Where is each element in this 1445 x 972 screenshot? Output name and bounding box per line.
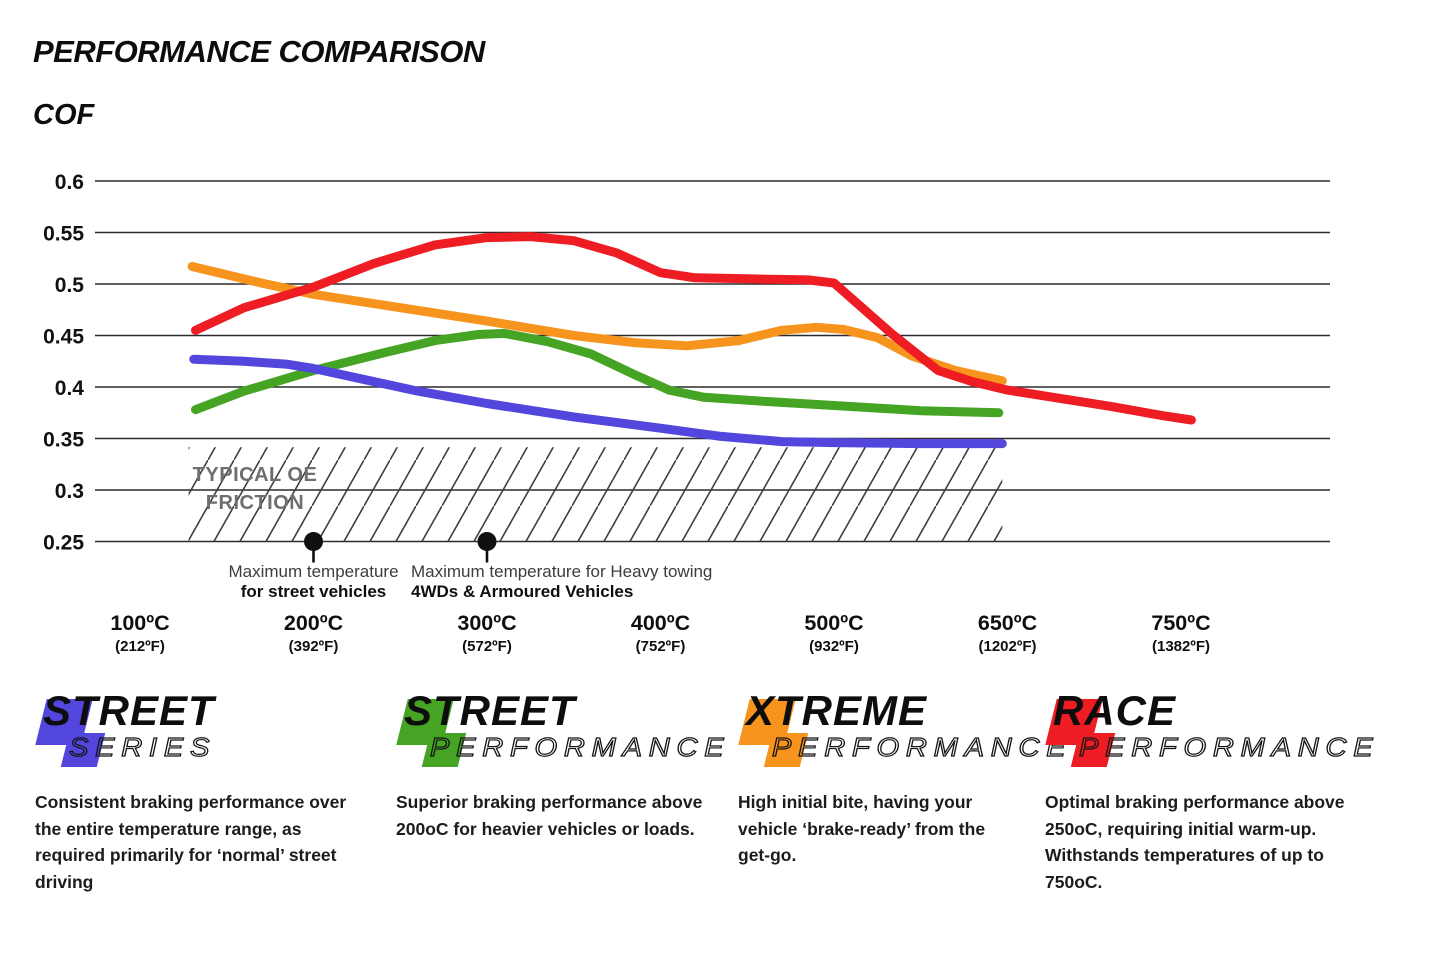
y-tick-label: 0.25 [43,532,84,555]
legend-street-performance: STREET PERFORMANCE Superior braking perf… [396,690,724,842]
x-tick-sublabel: (1382ºF) [1152,638,1210,655]
x-tick-label: 750ºC [1151,611,1210,635]
x-tick-sublabel: (392ºF) [289,638,339,655]
brand-word1: STREET [404,687,576,734]
brand-word2: PERFORMANCE [771,732,1073,762]
x-tick-label: 300ºC [457,611,516,635]
street-series-logo: STREET SERIES [35,690,365,773]
marker-caption: Maximum temperature for Heavy towing [411,562,712,581]
y-tick-label: 0.35 [43,429,84,452]
brand-word2: PERFORMANCE [429,732,731,762]
legend-race-performance: RACE PERFORMANCE Optimal braking perform… [1045,690,1373,895]
x-tick-label: 650ºC [978,611,1037,635]
x-tick-sublabel: (752ºF) [636,638,686,655]
x-tick-sublabel: (212ºF) [115,638,165,655]
temp-marker-icon [304,532,323,551]
oe-band-label: FRICTION [206,492,304,514]
y-tick-label: 0.45 [43,326,84,349]
x-tick-sublabel: (572ºF) [462,638,512,655]
x-tick-sublabel: (1202ºF) [978,638,1036,655]
marker-caption-bold: for street vehicles [241,582,387,601]
race-performance-logo: RACE PERFORMANCE [1045,690,1373,773]
oe-band-label: TYPICAL OE [193,464,318,486]
brand-word2: SERIES [68,732,217,762]
street-performance-logo: STREET PERFORMANCE [396,690,724,773]
legend-description: High initial bite, having your vehicle ‘… [738,792,986,866]
y-tick-label: 0.3 [55,480,84,503]
y-axis-title: COF [33,99,95,131]
y-tick-label: 0.55 [43,223,84,246]
page-title: PERFORMANCE COMPARISON [33,34,485,69]
y-tick-label: 0.6 [55,171,84,194]
brand-word1: XTREME [746,687,928,734]
brand-word1: STREET [43,687,215,734]
legend-xtreme-performance: XTREME PERFORMANCE High initial bite, ha… [738,690,1066,869]
legend-description: Superior braking performance above 200oC… [396,792,703,839]
x-tick-sublabel: (932ºF) [809,638,859,655]
temp-marker-icon [477,532,497,551]
legend-description: Optimal braking performance above 250oC,… [1045,792,1345,892]
x-tick-label: 100ºC [110,611,169,635]
legend-description: Consistent braking performance over the … [35,792,347,892]
x-tick-label: 200ºC [284,611,343,635]
oe-friction-band [188,447,1003,542]
y-tick-label: 0.4 [55,377,85,400]
series-line-xtreme-performance [187,262,1007,386]
performance-chart: 0.6 0.55 0.5 0.45 0.4 0.35 0.3 0.25 TYPICAL OE FR… [43,171,1330,655]
legend-street-series: STREET SERIES Consistent braking perform… [35,690,365,895]
series-line-race-performance [191,232,1196,425]
series-line-street-series [189,354,1007,449]
series-line-street-performance [191,328,1004,418]
xtreme-performance-logo: XTREME PERFORMANCE [738,690,1066,773]
marker-caption-bold: 4WDs & Armoured Vehicles [411,582,633,601]
x-tick-label: 400ºC [631,611,690,635]
marker-caption: Maximum temperature [228,562,398,581]
x-tick-label: 500ºC [804,611,863,635]
y-tick-label: 0.5 [55,274,85,297]
brand-word2: PERFORMANCE [1078,732,1380,762]
brand-word1: RACE [1053,687,1177,734]
